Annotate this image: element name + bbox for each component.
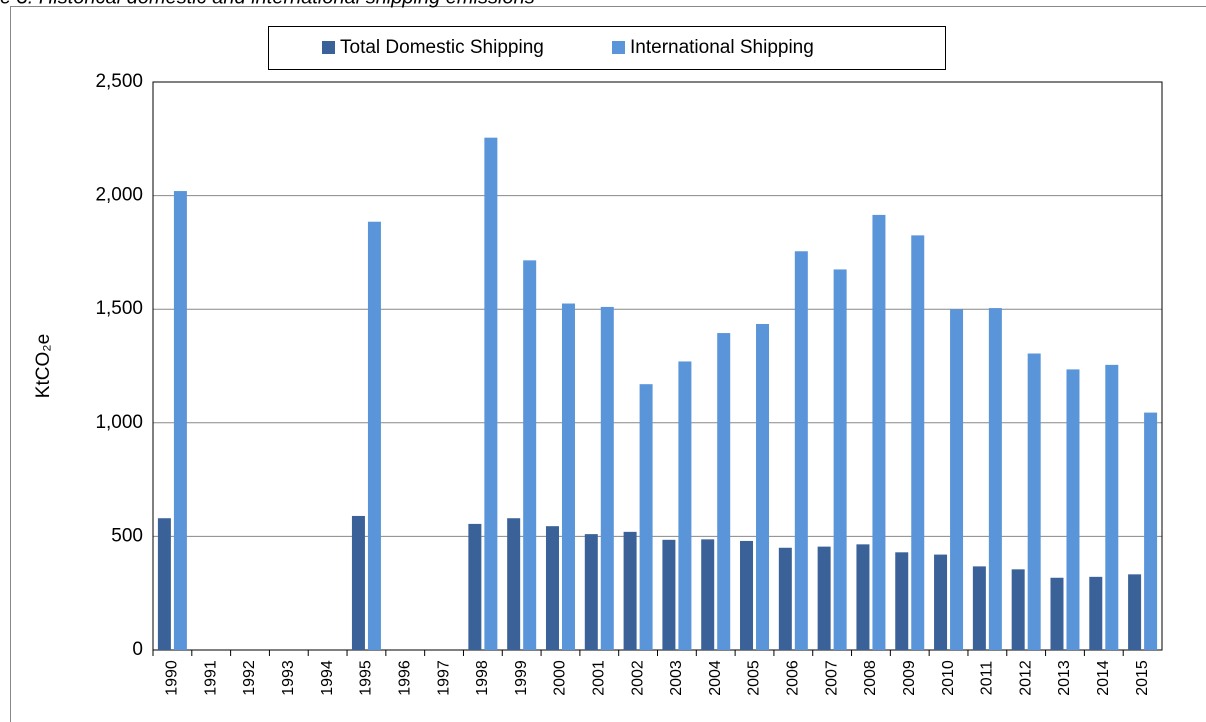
x-tick-label: 2006 xyxy=(785,660,802,696)
bar xyxy=(1105,364,1119,650)
legend-label: Total Domestic Shipping xyxy=(340,37,544,58)
bar xyxy=(911,235,925,651)
x-tick-label: 2007 xyxy=(823,660,840,696)
y-tick-label: 0 xyxy=(132,639,143,660)
x-tick-label: 2009 xyxy=(901,660,918,696)
legend-swatch xyxy=(612,41,625,54)
bar xyxy=(584,534,598,650)
bar xyxy=(484,137,498,650)
y-tick-label: 2,000 xyxy=(95,185,143,206)
legend-swatch xyxy=(322,41,335,54)
plot-border xyxy=(152,81,1163,651)
x-tick-label: 1998 xyxy=(474,660,491,696)
bar xyxy=(468,523,482,650)
x-tick-label: 1996 xyxy=(396,660,413,696)
bar xyxy=(1027,353,1041,650)
x-tick-label: 2005 xyxy=(746,660,763,696)
x-tick-label: 1991 xyxy=(202,660,219,696)
bar xyxy=(972,566,986,650)
bar xyxy=(1066,369,1080,650)
bar xyxy=(678,361,692,650)
chart-title: e 3: Historical domestic and internation… xyxy=(0,0,535,8)
x-tick-label: 1992 xyxy=(241,660,258,696)
bar xyxy=(740,540,754,650)
bar xyxy=(173,191,187,650)
x-tick-label: 2004 xyxy=(707,660,724,696)
y-axis-label: KtCO₂e xyxy=(33,334,54,398)
legend-box xyxy=(268,26,946,70)
bar xyxy=(817,546,831,650)
legend-label: International Shipping xyxy=(630,37,814,58)
bar xyxy=(794,251,808,650)
bar xyxy=(623,531,637,650)
x-tick-label: 1990 xyxy=(164,660,181,696)
chart-border xyxy=(10,6,1206,722)
bar xyxy=(1128,574,1142,650)
x-tick-label: 2015 xyxy=(1134,660,1151,696)
x-tick-label: 1994 xyxy=(319,660,336,696)
y-tick-label: 1,000 xyxy=(95,412,143,433)
bar xyxy=(833,269,847,650)
y-tick-label: 1,500 xyxy=(95,298,143,319)
bar xyxy=(600,306,614,650)
x-tick-label: 2013 xyxy=(1056,660,1073,696)
x-tick-label: 2010 xyxy=(940,660,957,696)
bar xyxy=(662,539,676,650)
x-tick-label: 2000 xyxy=(552,660,569,696)
bar xyxy=(950,309,964,650)
x-tick-label: 1999 xyxy=(513,660,530,696)
x-tick-label: 1995 xyxy=(358,660,375,696)
bar xyxy=(1089,576,1103,650)
bar xyxy=(756,323,770,650)
x-tick-label: 2011 xyxy=(979,661,996,696)
bar xyxy=(1144,412,1158,650)
x-tick-label: 1993 xyxy=(280,660,297,696)
x-tick-label: 2002 xyxy=(629,660,646,696)
x-tick-label: 2008 xyxy=(862,660,879,696)
bar xyxy=(1050,577,1064,650)
bar xyxy=(895,552,909,650)
bar xyxy=(1011,569,1025,650)
bar xyxy=(934,554,948,650)
bar xyxy=(367,221,381,650)
bar xyxy=(157,518,171,650)
bar xyxy=(507,518,521,650)
bar xyxy=(856,544,870,650)
bar xyxy=(351,515,365,650)
x-tick-label: 2014 xyxy=(1095,660,1112,696)
bar xyxy=(523,260,537,650)
bar xyxy=(545,526,559,650)
bar xyxy=(701,539,715,650)
bar xyxy=(778,547,792,650)
x-tick-label: 2003 xyxy=(668,660,685,696)
y-tick-label: 500 xyxy=(111,525,143,546)
bar xyxy=(872,214,886,651)
bar xyxy=(717,333,731,650)
x-tick-label: 1997 xyxy=(435,660,452,696)
bar xyxy=(988,308,1002,650)
bar xyxy=(639,384,653,650)
bar xyxy=(561,303,575,650)
x-tick-label: 2001 xyxy=(591,660,608,696)
y-tick-label: 2,500 xyxy=(95,71,143,92)
x-tick-label: 2012 xyxy=(1017,660,1034,696)
